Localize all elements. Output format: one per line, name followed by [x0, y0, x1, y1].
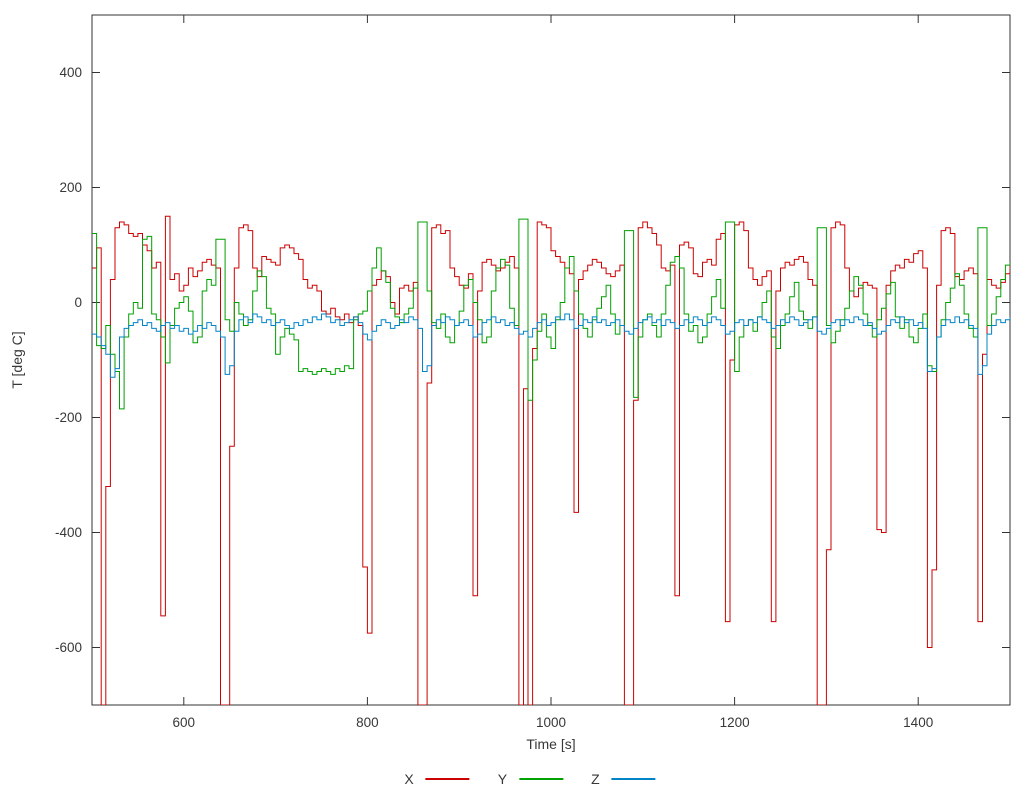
legend-item-z: Z: [591, 771, 656, 787]
y-tick-label: -200: [55, 410, 82, 425]
legend-item-y: Y: [497, 771, 564, 787]
legend-label-x: X: [404, 771, 414, 787]
x-tick-label: 800: [356, 715, 379, 730]
y-axis-label: T [deg C]: [9, 331, 25, 389]
y-tick-label: 200: [59, 180, 82, 195]
legend-line-sample-x: [425, 778, 470, 780]
legend: X Y Z: [404, 771, 656, 787]
x-tick-label: 600: [173, 715, 196, 730]
y-tick-label: 0: [74, 295, 82, 310]
legend-item-x: X: [404, 771, 470, 787]
legend-line-sample-z: [611, 778, 656, 780]
series-line-x: [92, 215, 1010, 705]
x-axis-label: Time [s]: [526, 736, 576, 752]
x-tick-label: 1000: [536, 715, 566, 730]
series-line-y: [92, 218, 1010, 410]
x-tick-label: 1400: [903, 715, 933, 730]
plot-border: [91, 14, 1011, 706]
y-tick-label: -600: [55, 640, 82, 655]
x-tick-label: 1200: [720, 715, 750, 730]
legend-label-y: Y: [497, 771, 508, 787]
legend-line-sample-y: [519, 778, 564, 780]
y-tick-label: 400: [59, 65, 82, 80]
series-line-z: [92, 313, 1010, 378]
legend-label-z: Z: [591, 771, 600, 787]
y-tick-label: -400: [55, 525, 82, 540]
